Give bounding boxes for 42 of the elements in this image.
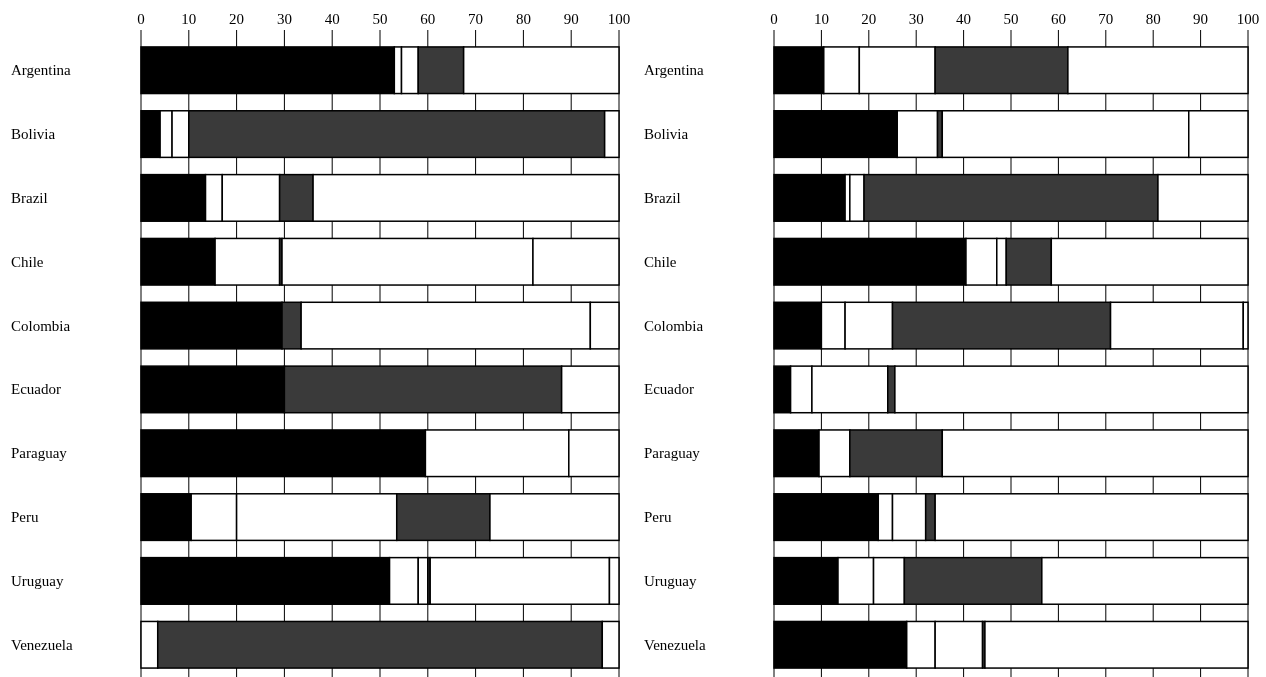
y-tick-label: Uruguay xyxy=(644,572,697,589)
y-tick-label: Brazil xyxy=(11,189,48,206)
x-tick-label: 40 xyxy=(324,11,340,27)
y-tick-label: Argentina xyxy=(644,62,705,79)
y-tick-label: Chile xyxy=(11,253,44,270)
y-tick-label: Ecuador xyxy=(644,381,694,398)
x-tick-label: 30 xyxy=(908,11,924,27)
x-tick-label: 60 xyxy=(420,11,436,27)
x-tick-label: 50 xyxy=(372,11,388,27)
y-tick-label: Argentina xyxy=(11,62,72,79)
y-tick-label: Ecuador xyxy=(11,381,61,398)
x-tick-label: 100 xyxy=(1236,11,1260,27)
x-tick-label: 80 xyxy=(515,11,531,27)
y-tick-label: Venezuela xyxy=(644,636,706,653)
y-tick-label: Bolivia xyxy=(11,126,56,143)
y-tick-label: Peru xyxy=(644,509,672,526)
x-tick-label: 70 xyxy=(1098,11,1114,27)
y-tick-label: Chile xyxy=(644,253,677,270)
x-tick-label: 100 xyxy=(607,11,631,27)
y-tick-label: Venezuela xyxy=(11,636,73,653)
y-tick-label: Paraguay xyxy=(644,445,701,462)
x-tick-label: 0 xyxy=(137,11,145,27)
y-tick-label: Brazil xyxy=(644,189,681,206)
x-tick-label: 80 xyxy=(1145,11,1161,27)
x-tick-label: 30 xyxy=(276,11,292,27)
x-tick-label: 40 xyxy=(956,11,972,27)
y-tick-label: Peru xyxy=(11,509,39,526)
x-tick-label: 20 xyxy=(861,11,877,27)
x-tick-label: 90 xyxy=(1193,11,1209,27)
y-tick-label: Paraguay xyxy=(11,445,68,462)
x-tick-label: 50 xyxy=(1003,11,1019,27)
x-tick-label: 10 xyxy=(813,11,829,27)
x-tick-label: 70 xyxy=(468,11,484,27)
x-tick-label: 10 xyxy=(181,11,197,27)
x-tick-label: 60 xyxy=(1050,11,1066,27)
x-tick-label: 20 xyxy=(229,11,245,27)
x-tick-label: 90 xyxy=(563,11,579,27)
y-tick-label: Bolivia xyxy=(644,126,689,143)
y-tick-label: Colombia xyxy=(11,317,71,334)
y-tick-label: Colombia xyxy=(644,317,704,334)
y-tick-label: Uruguay xyxy=(11,572,64,589)
x-tick-label: 0 xyxy=(770,11,778,27)
